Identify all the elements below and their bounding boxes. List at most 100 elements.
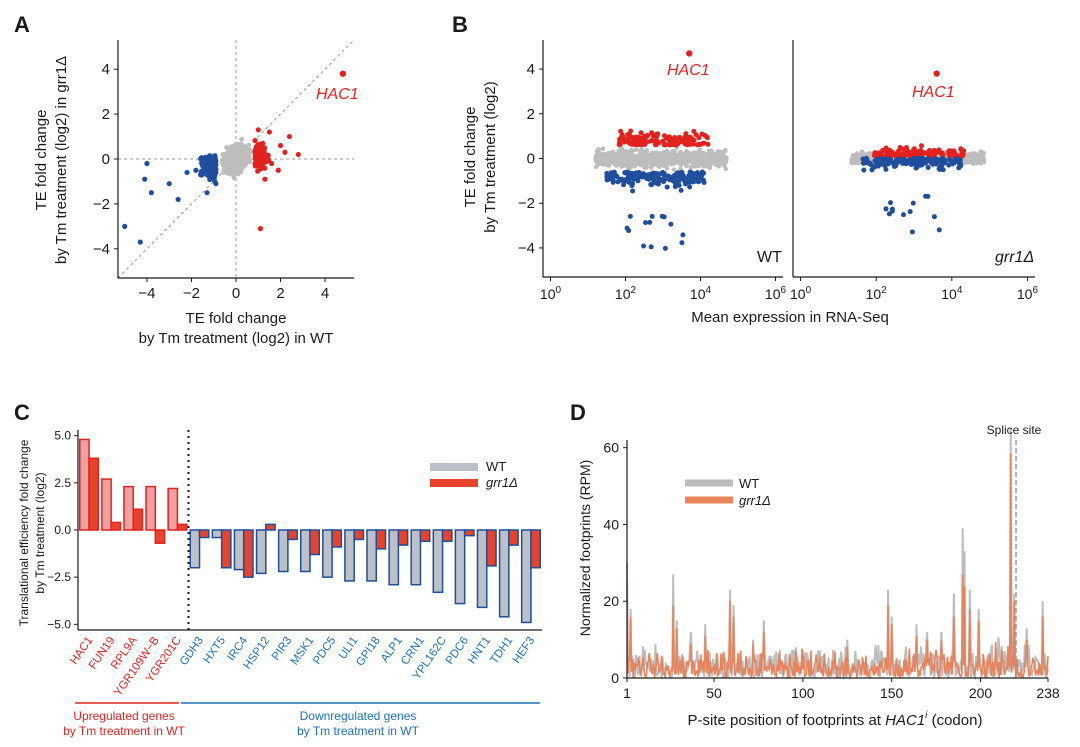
panel-a-point-blue [207,153,213,159]
panel-b-x-tick-label: 102 [615,285,637,302]
panel-b-point-blue [923,193,929,199]
panel-b-x-tick-label: 100 [540,285,562,302]
panel-a-point-red [269,160,275,167]
panel-b-point-red [639,141,645,147]
panel-b-point-blue [918,158,924,164]
panel-b-point-blue [635,176,641,182]
panel-b-point-blue [860,160,866,166]
panel-b-y-tick-label: 0 [527,151,535,168]
panel-b-point-blue [923,158,929,164]
panel-b-point-grey [593,164,599,170]
panel-b-point-red [628,128,634,134]
panel-b-point-grey [619,159,624,165]
panel-c-bar-grr1 [242,529,254,578]
panel-a-point-red [260,157,266,163]
panel-b-point-blue [662,245,668,251]
panel-b-point-red [673,138,679,144]
panel-b-point-grey [593,157,599,163]
panel-c-bar-grr1 [110,521,122,531]
panel-c-bar-grr1 [198,529,210,539]
panel-b-x-tick-label: 100 [790,285,812,302]
panel-b-point-grey [681,156,686,161]
panel-c-group-down-line2: by Tm treatment in WT [297,724,419,738]
panel-c-legend-swatch-grr1 [430,479,478,487]
panel-c-bar-wt [101,478,112,531]
panel-b-point-blue [629,183,635,189]
panel-d-x-tick-label: 238 [1036,685,1060,701]
panel-b-point-blue [954,156,960,162]
panel-c-bar-grr1 [463,529,475,537]
panel-b-point-grey [628,149,634,154]
panel-b-point-red [918,143,924,149]
panel-b-x-tick-label: 104 [690,285,712,302]
panel-b-point-grey [608,158,614,163]
panel-c-x-tick-label: HXT5 [201,635,228,666]
panel-c-y-tick-label: −2.5 [47,570,71,584]
panel-b-point-red [911,146,917,152]
panel-d-y-tick-label: 60 [603,440,619,456]
panel-b-point-grey [981,156,986,162]
panel-b-point-red [633,138,639,144]
panel-b-point-grey [709,157,715,163]
panel-a-x-tick-label: 4 [321,285,329,302]
panel-b-point-grey [855,154,861,159]
panel-a-y-tick-label: −2 [93,196,110,213]
panel-c-group-up-line2: by Tm treatment in WT [63,724,185,738]
panel-b-point-grey [600,146,606,152]
panel-c-y-tick-label: 2.5 [54,476,71,490]
panel-c-bar-wt [277,529,289,573]
panel-b-x-tick-label: 106 [765,285,787,302]
panel-b-point-grey [600,162,606,167]
panel-b-point-grey [610,149,616,155]
panel-a-point-red [257,226,264,232]
panel-b-point-grey [692,162,697,167]
panel-b-point-grey [671,167,677,172]
panel-b-point-hac1 [933,70,940,77]
panel-b-point-blue [879,161,885,167]
panel-b-point-blue [630,188,636,194]
panel-b-point-red [654,140,660,146]
panel-c-y-tick-label: 5.0 [54,429,71,443]
panel-a-point-blue [204,190,210,196]
panel-b-point-grey [722,148,728,154]
panel-b-point-blue [678,187,684,193]
panel-b-point-blue [869,167,875,173]
panel-a-point-blue [166,181,172,187]
panel-b-grr1-highlight-label: HAC1 [912,84,955,101]
panel-b-point-red [949,150,955,156]
panel-c-bar-wt [498,529,510,618]
panel-b-point-grey [644,156,650,162]
panel-a-point-blue [213,181,219,187]
panel-d-series-wt [626,428,1049,681]
panel-b-point-grey [849,157,855,163]
panel-a-point-grey [225,156,230,162]
panel-b-point-grey [627,161,633,167]
panel-b-point-blue [701,170,707,176]
panel-c-x-tick-label: MSK1 [289,635,317,668]
panel-b-point-blue [626,228,632,234]
panel-b-point-grey [644,152,650,158]
panel-c-bar-wt [79,438,90,531]
panel-b-point-blue [884,157,890,163]
panel-b-point-blue [701,180,707,186]
panel-b-point-red [889,152,895,158]
panel-b-point-red [669,142,675,148]
panel-c-bar-grr1 [331,529,343,548]
panel-a-highlight-label: HAC1 [316,86,359,103]
panel-b-x-tick-label: 104 [941,285,963,302]
panel-b-point-red [648,138,654,144]
panel-b-point-red [960,151,966,157]
panel-c-bar-wt [454,529,466,605]
panel-b-point-grey [678,149,683,155]
panel-b-point-grey [657,154,663,159]
panel-b-point-blue [940,167,946,173]
panel-c-x-tick-label: PDC6 [444,635,471,667]
panel-a-point-red [286,133,293,140]
panel-d-plot-area [626,428,1049,681]
panel-b-point-blue [676,182,682,188]
panel-c-x-tick-label: PDC5 [311,635,338,667]
panel-b-point-red [696,141,702,147]
panel-b-point-blue [867,160,873,166]
panel-b-point-grey [701,164,707,169]
